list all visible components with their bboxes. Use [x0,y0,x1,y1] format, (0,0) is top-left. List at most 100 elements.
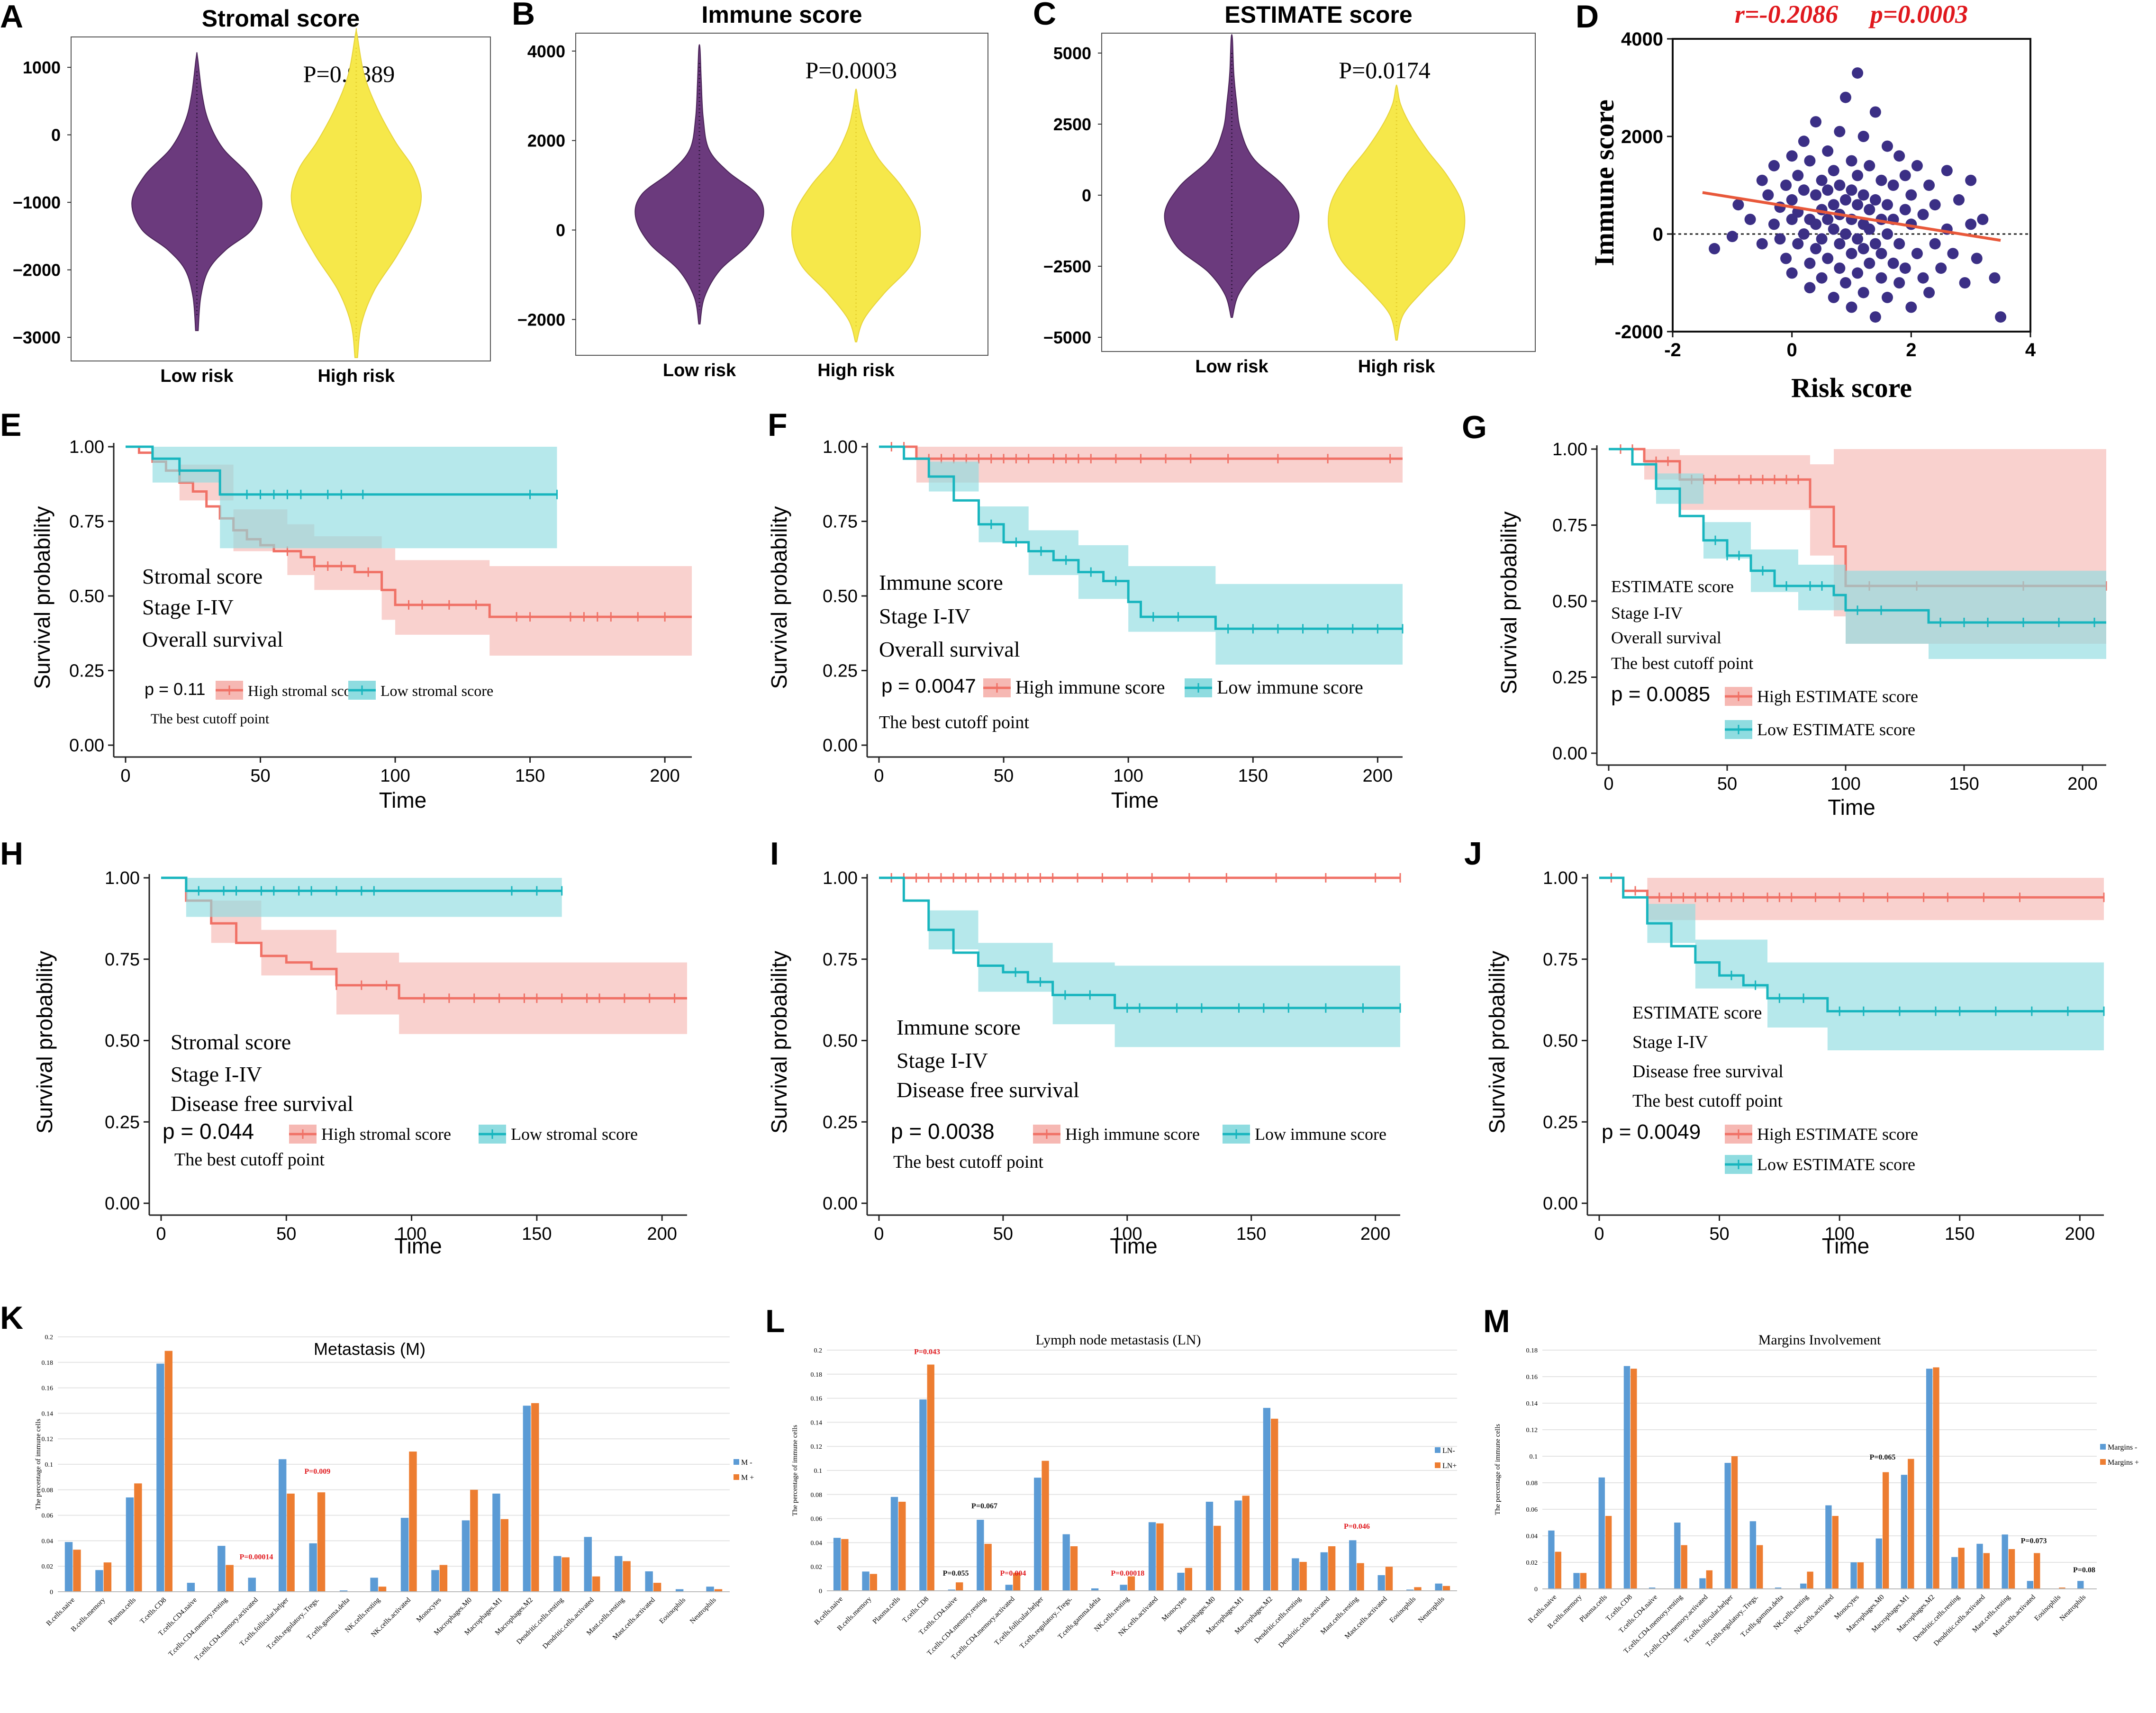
x-category-label: Neutrophils [1417,1595,1446,1624]
bar [956,1582,963,1591]
y-tick-label: 0.25 [1543,1112,1578,1132]
x-tick-label: 50 [250,766,270,786]
confidence-band [161,878,562,917]
bar [984,1543,992,1591]
x-tick-label: 200 [647,1224,677,1244]
x-category-label: T.cells.CD8 [901,1596,931,1625]
scatter-point [1822,214,1834,225]
panel-letter: A [0,0,23,35]
bar [1800,1583,1807,1589]
y-tick-label: 0 [50,1589,53,1596]
x-category-label: Neutrophils [688,1596,718,1625]
x-tick-label: 150 [522,1224,552,1244]
bar [2059,1587,2065,1589]
y-tick-label: 0.06 [1526,1506,1538,1514]
scatter-point [1786,267,1798,279]
scatter-point [1953,194,1965,206]
y-tick-label: 0 [819,1588,822,1595]
significance-label: P=0.08 [2073,1566,2095,1574]
scatter-point [1816,233,1828,245]
y-tick-label: 0.75 [823,512,858,532]
p-value: p = 0.0085 [1611,683,1710,706]
x-category-label: T.cells.follicular.helper [1683,1594,1734,1645]
scatter-point [1816,272,1828,284]
scatter-point [1804,282,1816,294]
bar [1649,1587,1656,1589]
bar [400,1517,409,1592]
km-panel-G: 0 50 100 150 200 1.00 0.75 0.50 0.25 0.00 Survival… [1496,440,2107,820]
x-category-label: Dendritic.cells.activated [541,1596,596,1650]
scatter-point [1816,174,1828,186]
y-tick-label: 1000 [23,58,61,77]
legend-label: Low immune score [1217,676,1363,698]
x-tick-label: 50 [994,766,1014,786]
bar [890,1497,898,1591]
panel-letter: E [0,407,21,443]
x-tick-label: -2 [1664,340,1681,361]
scatter-point [1869,194,1881,206]
y-tick-label: 0 [556,221,565,240]
bar [1857,1562,1864,1589]
scatter-point [1965,174,1977,186]
bar [1580,1573,1587,1589]
x-tick-label: 100 [1830,774,1860,794]
y-tick-label: 0.04 [811,1540,823,1547]
x-axis-label: Time [1110,1234,1158,1258]
y-tick-label: 0.08 [42,1487,54,1494]
y-tick-label: 0 [1082,186,1091,205]
scatter-point [1917,272,1929,284]
x-axis-label: Time [1111,788,1159,812]
bar [1435,1583,1442,1591]
bar [1042,1461,1049,1591]
bar [309,1543,317,1592]
regression-line [1702,191,2001,242]
chart-title: Lymph node metastasis (LN) [1035,1332,1201,1348]
scatter-point [1810,218,1821,230]
scatter-point [1869,311,1881,323]
bar [1976,1543,1983,1589]
legend-label: High stromal score [321,1125,451,1144]
y-tick-label: 0.08 [1526,1480,1538,1487]
scatter-point [1804,155,1816,167]
x-category-label: T.cells.CD4.memory.resting [167,1596,229,1658]
bar [706,1587,714,1592]
x-axis-label: Time [379,788,427,812]
x-category-label: T.cells.gamma.delta [1739,1593,1785,1639]
x-category-label: High risk [817,361,895,380]
bar [1807,1571,1813,1589]
x-tick-label: 100 [1824,1224,1854,1244]
x-category-label: B.cells.naive [813,1595,844,1626]
legend-swatch [2100,1459,2106,1465]
y-tick-label: 0.1 [45,1461,54,1469]
x-tick-label: 0 [874,1224,884,1244]
bar [1120,1585,1127,1591]
plot-border [1101,33,1536,352]
y-tick-label: 0.50 [1552,592,1587,612]
legend-label: High ESTIMATE score [1757,1125,1918,1144]
bar [1034,1478,1042,1591]
x-category-label: T.cells.CD4.memory.resting [926,1595,988,1657]
bar [1573,1573,1580,1589]
bar [103,1562,112,1592]
panel-letter: G [1462,409,1487,445]
bar [1271,1418,1278,1591]
bar [2077,1581,2084,1589]
bar [870,1574,878,1591]
panel-letter: K [0,1300,23,1336]
scatter-point [1905,189,1917,201]
y-tick-label: 2000 [1621,126,1663,147]
scatter-point [1857,189,1869,201]
bar [645,1571,653,1592]
km-panel-E: 0 50 100 150 200 1.00 0.75 0.50 0.25 0.00 Survival… [30,437,692,812]
y-tick-label: 0.75 [1552,516,1587,536]
bar-panel-M: Margins Involvement 0.18 0.16 0.14 0.12 0.1 0.… [1494,1332,2139,1660]
bar [1775,1587,1782,1589]
y-tick-label: −2000 [517,310,565,329]
panel-letter: F [768,407,788,443]
confidence-band [1599,878,2104,920]
bar [1598,1477,1605,1589]
panel-letter: C [1033,0,1056,32]
y-tick-label: 0.00 [1552,744,1587,764]
scatter-point [1947,248,1959,260]
plot-border [71,36,491,361]
